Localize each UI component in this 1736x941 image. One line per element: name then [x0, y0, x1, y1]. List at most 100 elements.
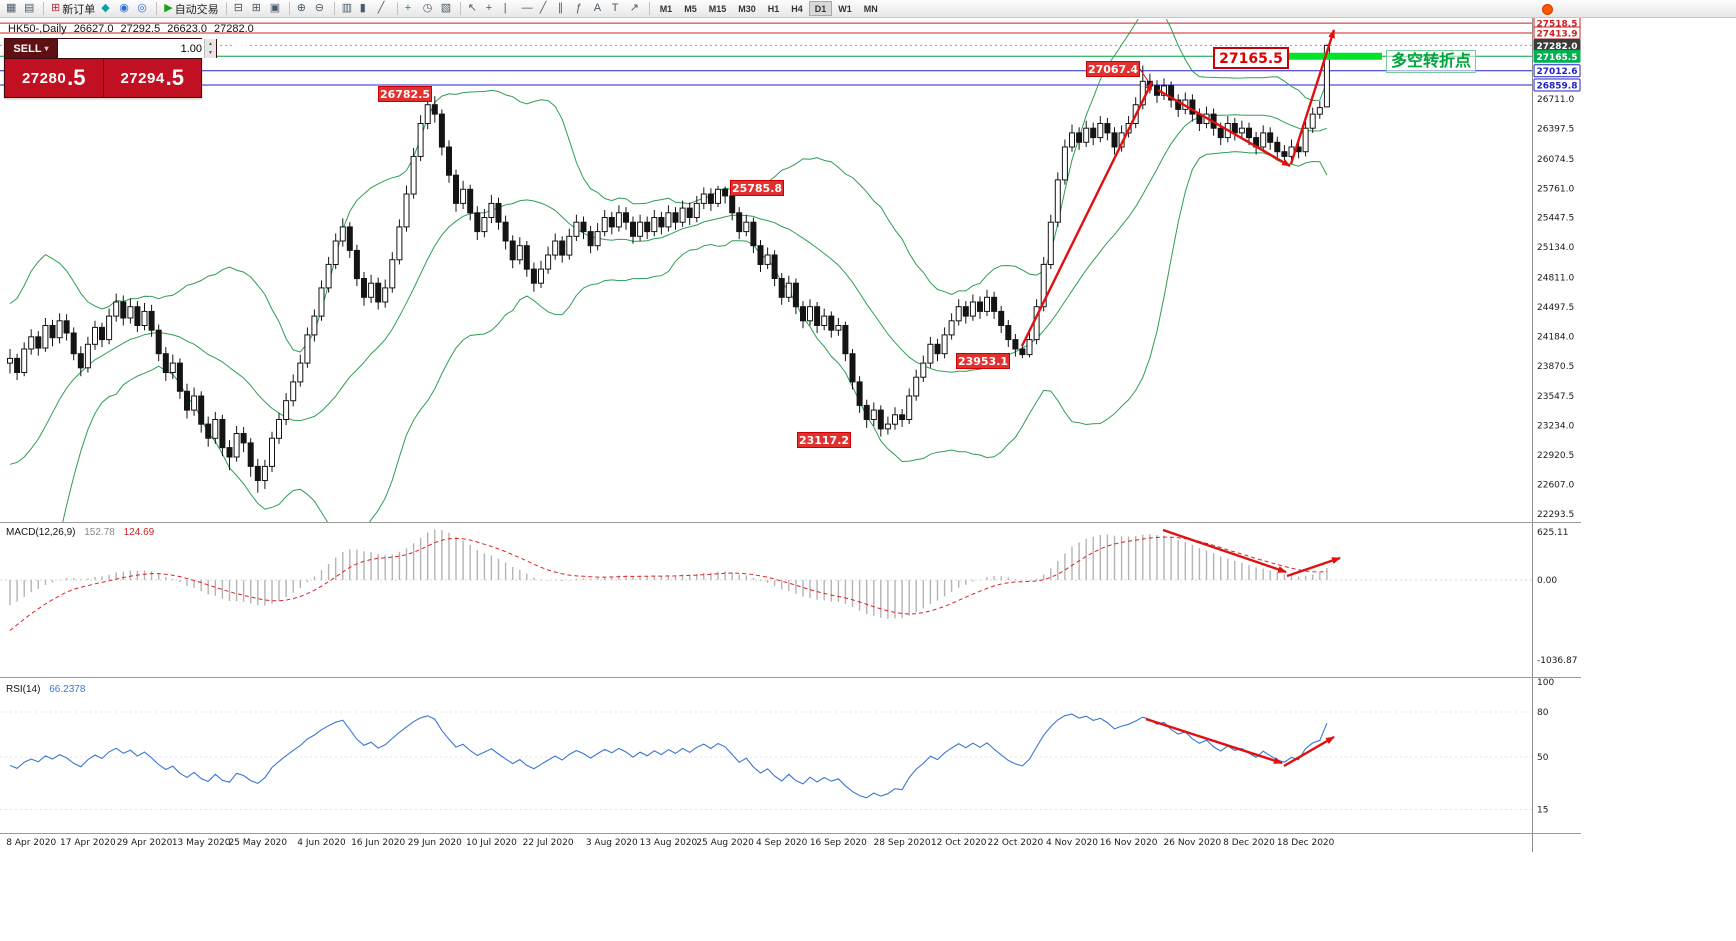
date-label: 22 Jul 2020	[523, 838, 574, 848]
timeframe-mn-button[interactable]: MN	[858, 1, 884, 16]
cascade-windows-icon: ▣	[269, 2, 281, 14]
zoom-out-button[interactable]: ⊖	[312, 1, 330, 17]
tile-vertical-button[interactable]: ⊞	[249, 1, 267, 17]
indicators-button[interactable]: +	[402, 1, 420, 17]
trend-arrow[interactable]	[1286, 556, 1341, 578]
zoom-in-button[interactable]: ⊕	[294, 1, 312, 17]
candle	[106, 315, 113, 341]
candle	[651, 217, 658, 233]
candle	[835, 325, 842, 331]
toolbar-separator	[288, 2, 290, 15]
candlestick-chart-button[interactable]: ▮	[357, 1, 375, 17]
candle	[417, 123, 424, 157]
price-annotation[interactable]	[956, 353, 1010, 369]
timeframe-h4-button[interactable]: H4	[785, 1, 809, 16]
volume-increase-button[interactable]: ▲	[208, 40, 213, 47]
price-annotation[interactable]	[1213, 47, 1289, 69]
candle	[1090, 127, 1097, 139]
price-annotation-label: 26782.5	[380, 88, 430, 101]
price-axis-label: 24184.0	[1537, 332, 1574, 342]
chart-canvas[interactable]: 26711.0 26397.5 26074.5 25761.0 25447.5 25134…	[0, 18, 1581, 852]
price-annotation[interactable]	[1086, 61, 1140, 77]
candle	[346, 226, 353, 251]
fibonacci-button[interactable]: ƒ	[573, 1, 591, 17]
trend-arrow[interactable]	[1020, 81, 1154, 347]
trendline-icon: ╱	[539, 2, 547, 14]
candle	[35, 336, 42, 349]
new-order-button[interactable]: ⊞ 新订单	[48, 1, 98, 17]
price-annotation[interactable]	[730, 180, 784, 196]
timeframe-w1-button[interactable]: W1	[832, 1, 858, 16]
search-button[interactable]: ◎	[134, 1, 152, 17]
price-annotation[interactable]	[378, 86, 432, 102]
trendline-button[interactable]: ╱	[537, 1, 555, 17]
candle	[240, 433, 247, 444]
trend-arrow[interactable]	[1145, 717, 1283, 765]
candle	[545, 254, 552, 270]
autotrading-icon: ▶	[164, 2, 173, 14]
timeframe-d1-button[interactable]: D1	[808, 1, 833, 16]
macd-axis-label: 625.11	[1537, 528, 1569, 538]
candle	[1316, 107, 1323, 115]
candle	[828, 315, 835, 331]
buy-price-button[interactable]: 27294 .5	[102, 59, 201, 97]
volume-decrease-button[interactable]: ▼	[208, 50, 213, 57]
line-chart-button[interactable]: ╱	[375, 1, 393, 17]
tile-horizontal-button[interactable]: ⊟	[231, 1, 249, 17]
volume-input[interactable]	[58, 39, 204, 58]
candle	[226, 447, 233, 458]
crosshair-button[interactable]: +	[483, 1, 501, 17]
vertical-line-button[interactable]: |	[501, 1, 519, 17]
new-chart-button[interactable]: ▦	[3, 1, 21, 17]
horizontal-line-button[interactable]: —	[519, 1, 537, 17]
candle	[396, 226, 403, 261]
sell-button[interactable]: SELL ▾	[5, 39, 57, 58]
toolbar-separator	[43, 2, 44, 15]
price-axis-label: 23234.0	[1537, 422, 1574, 432]
cascade-windows-button[interactable]: ▣	[267, 1, 285, 17]
metaeditor-button[interactable]: ◆	[98, 1, 116, 17]
timeframe-m5-button[interactable]: M5	[678, 1, 703, 16]
trend-arrow[interactable]	[1283, 735, 1335, 768]
candle	[438, 113, 445, 148]
toolbar-separator	[648, 2, 650, 15]
trend-arrow[interactable]	[1162, 528, 1287, 574]
rsi-axis-label: 100	[1537, 678, 1554, 688]
trend-arrow[interactable]	[1289, 29, 1336, 165]
candle	[49, 325, 56, 339]
candle	[998, 310, 1005, 326]
profiles-button[interactable]: ▤	[21, 1, 39, 17]
candle	[538, 268, 544, 284]
sell-price-button[interactable]: 27280 .5	[5, 59, 103, 97]
label-button[interactable]: T	[609, 1, 627, 17]
community-button[interactable]: ◉	[116, 1, 134, 17]
candle	[615, 212, 622, 228]
timeframe-m15-button[interactable]: M15	[703, 1, 733, 16]
price-annotation[interactable]	[797, 432, 851, 448]
candle	[127, 306, 134, 319]
candle	[630, 221, 636, 237]
candle	[771, 254, 778, 279]
candle	[431, 104, 438, 115]
templates-button[interactable]: ▧	[438, 1, 456, 17]
channel-button[interactable]: ∥	[555, 1, 573, 17]
price-axis-label: 22293.5	[1537, 510, 1574, 520]
timeframe-m1-button[interactable]: M1	[654, 1, 679, 16]
one-click-trading-panel: SELL ▾ ▲ ▼ BUY 27280 .5 27294 .5	[4, 38, 255, 98]
periods-button[interactable]: ◷	[420, 1, 438, 17]
rsi-axis-label: 80	[1537, 708, 1549, 718]
notification-badge[interactable]	[1542, 4, 1553, 15]
candle	[446, 146, 452, 176]
cursor-button[interactable]: ↖	[465, 1, 483, 17]
timeframe-m30-button[interactable]: M30	[732, 1, 762, 16]
candle	[955, 306, 962, 322]
arrows-button[interactable]: ↗	[627, 1, 645, 17]
trend-arrow[interactable]	[1157, 88, 1291, 168]
bar-chart-button[interactable]: ▥	[339, 1, 357, 17]
timeframe-h1-button[interactable]: H1	[762, 1, 786, 16]
buy-button[interactable]: BUY	[231, 42, 255, 55]
autotrading-button[interactable]: ▶ 自动交易	[161, 1, 221, 17]
tile-horizontal-icon: ⊟	[233, 2, 243, 14]
text-button[interactable]: A	[591, 1, 609, 17]
candle	[715, 188, 721, 204]
